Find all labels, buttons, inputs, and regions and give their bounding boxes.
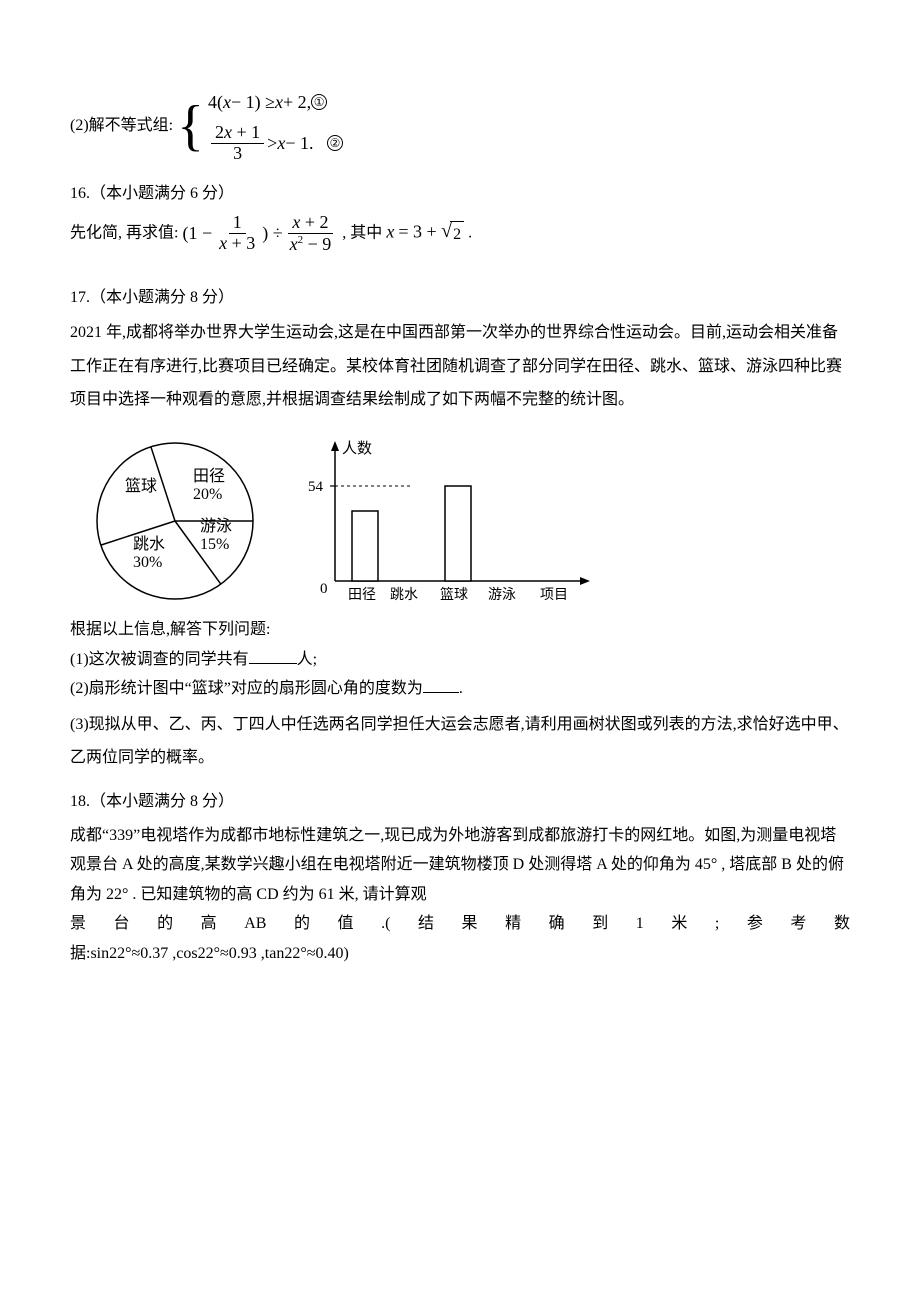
- q15-prefix: (2)解不等式组:: [70, 113, 173, 139]
- q18-paragraph1: 成都“339”电视塔作为成都市地标性建筑之一,现已成为外地游客到成都旅游打卡的网…: [70, 821, 850, 910]
- pie-label-track: 田径: [193, 467, 225, 485]
- left-brace-icon: {: [177, 101, 204, 151]
- charts-row: 篮球 田径 20% 游泳 15% 跳水 30% 人数 54 0 田径 跳水 篮球…: [70, 431, 850, 611]
- frac-x2-over-x2-9: x + 2 x2 − 9: [286, 213, 336, 255]
- arrow-up-icon: [331, 441, 339, 451]
- q17-sub3: (3)现拟从甲、乙、丙、丁四人中任选两名同学担任大运会志愿者,请利用画树状图或列…: [70, 708, 850, 775]
- circled-2: ②: [327, 135, 343, 151]
- q17-sub2: (2)扇形统计图中“篮球”对应的扇形圆心角的度数为.: [70, 676, 850, 702]
- q15-inequality-system: (2)解不等式组: { 4(x − 1) ≥ x + 2, ① 2x + 1 3…: [70, 88, 850, 163]
- bar-basketball: [445, 486, 471, 581]
- cat-track: 田径: [348, 587, 376, 603]
- bar-tick-54: 54: [308, 479, 324, 495]
- circled-1: ①: [311, 94, 327, 110]
- q17-heading: 17.（本小题满分 8 分）: [70, 285, 850, 311]
- pie-pct-dive: 30%: [133, 554, 162, 571]
- q16-x: x: [386, 221, 394, 241]
- cat-xlabel: 项目: [540, 588, 568, 603]
- cat-swim: 游泳: [488, 587, 516, 603]
- blank-total: [249, 648, 297, 664]
- inequality-line1: 4(x − 1) ≥ x + 2, ①: [208, 88, 343, 117]
- q16-prefix: 先化简, 再求值:: [70, 224, 178, 241]
- bar-zero: 0: [320, 581, 328, 597]
- q16-math: (1 − 1 x + 3 ) ÷ x + 2 x2 − 9: [182, 213, 338, 255]
- cat-basketball: 篮球: [440, 587, 468, 603]
- arrow-right-icon: [580, 577, 590, 585]
- pie-label-dive: 跳水: [133, 535, 165, 553]
- fraction-2x1-3: 2x + 1 3: [211, 123, 264, 164]
- pie-pct-track: 20%: [193, 486, 222, 503]
- pie-pct-swim: 15%: [200, 536, 229, 553]
- pie-chart: 篮球 田径 20% 游泳 15% 跳水 30%: [70, 431, 280, 611]
- frac-1-over-x3: 1 x + 3: [215, 213, 259, 254]
- q17-after: 根据以上信息,解答下列问题:: [70, 617, 850, 643]
- system-lines: 4(x − 1) ≥ x + 2, ① 2x + 1 3 > x − 1. ②: [208, 88, 343, 163]
- cat-dive: 跳水: [390, 587, 418, 603]
- bar-track: [352, 511, 378, 581]
- q16-tail1: , 其中: [342, 224, 386, 241]
- sqrt-2-icon: √2: [441, 221, 464, 248]
- pie-label-basketball: 篮球: [125, 477, 157, 495]
- brace-system: { 4(x − 1) ≥ x + 2, ① 2x + 1 3 > x − 1. …: [177, 88, 343, 163]
- pie-label-swim: 游泳: [200, 517, 232, 535]
- q18-paragraph2: 景台的高AB的值.(结果精确到1米;参考数: [70, 909, 850, 939]
- q18-heading: 18.（本小题满分 8 分）: [70, 789, 850, 815]
- blank-angle: [423, 677, 459, 693]
- bar-chart: 人数 54 0 田径 跳水 篮球 游泳 项目: [290, 431, 600, 611]
- q17-paragraph: 2021 年,成都将举办世界大学生运动会,这是在中国西部第一次举办的世界综合性运…: [70, 316, 850, 417]
- q16-heading: 16.（本小题满分 6 分）: [70, 181, 850, 207]
- inequality-line2: 2x + 1 3 > x − 1. ②: [208, 123, 343, 164]
- q17-sub1: (1)这次被调查的同学共有人;: [70, 647, 850, 673]
- bar-ylabel: 人数: [342, 440, 372, 457]
- q18-paragraph3: 据:sin22°≈0.37 ,cos22°≈0.93 ,tan22°≈0.40): [70, 939, 850, 969]
- q16-expression: 先化简, 再求值: (1 − 1 x + 3 ) ÷ x + 2 x2 − 9 …: [70, 213, 850, 255]
